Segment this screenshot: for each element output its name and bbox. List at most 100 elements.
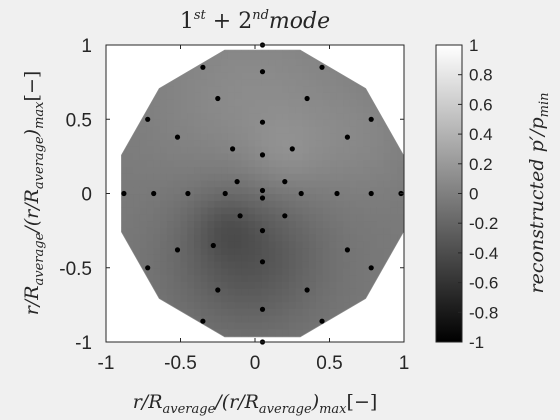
heatmap-cell	[234, 321, 243, 330]
heatmap-cell	[173, 112, 182, 120]
y-tick-label: -1	[75, 333, 92, 354]
heatmap-cell	[207, 166, 215, 174]
heatmap-cell	[146, 254, 155, 262]
heatmap-cell	[261, 281, 270, 289]
heatmap-cell	[336, 254, 344, 262]
heatmap-cell	[146, 119, 155, 127]
heatmap-cell	[214, 308, 222, 316]
heatmap-cell	[227, 294, 236, 303]
heatmap-cell	[248, 301, 256, 309]
heatmap-cell	[261, 200, 270, 208]
heatmap-cell	[227, 180, 236, 188]
heatmap-cell	[166, 166, 175, 174]
heatmap-cell	[121, 166, 127, 174]
heatmap-cell	[200, 247, 209, 255]
heatmap-cell	[146, 274, 155, 282]
heatmap-cell	[200, 213, 209, 222]
heatmap-cell	[275, 78, 283, 87]
heatmap-cell	[315, 247, 324, 255]
heatmap-cell	[126, 207, 134, 215]
heatmap-cell	[227, 240, 236, 249]
heatmap-cell	[397, 153, 404, 161]
heatmap-cell	[302, 281, 310, 289]
heatmap-cell	[329, 227, 337, 235]
heatmap-cell	[234, 58, 243, 66]
heatmap-cell	[241, 112, 249, 120]
heatmap-cell	[336, 166, 344, 174]
heatmap-cell	[166, 105, 175, 114]
heatmap-cell	[200, 240, 209, 249]
heatmap-cell	[227, 173, 236, 181]
heatmap-cell	[126, 146, 134, 154]
heatmap-cell	[221, 58, 229, 66]
heatmap-cell	[349, 92, 358, 100]
heatmap-cell	[187, 247, 195, 255]
heatmap-cell	[187, 180, 195, 188]
heatmap-cell	[221, 105, 229, 114]
heatmap-cell	[363, 146, 371, 154]
heatmap-cell	[248, 85, 256, 93]
heatmap-cell	[146, 186, 155, 195]
heatmap-cell	[255, 78, 263, 87]
heatmap-cell	[363, 267, 371, 276]
heatmap-cell	[315, 267, 324, 276]
heatmap-cell	[139, 220, 148, 228]
heatmap-cell	[200, 261, 209, 269]
heatmap-cell	[275, 227, 283, 235]
heatmap-cell	[302, 328, 310, 336]
heatmap-cell	[255, 301, 263, 309]
heatmap-cell	[200, 119, 209, 127]
heatmap-cell	[295, 112, 304, 120]
heatmap-cell	[343, 180, 351, 188]
heatmap-cell	[180, 193, 188, 201]
heatmap-cell	[166, 132, 175, 141]
heatmap-cell	[234, 173, 243, 181]
heatmap-cell	[207, 173, 215, 181]
heatmap-cell	[255, 335, 263, 337]
heatmap-cell	[221, 328, 229, 336]
heatmap-cell	[295, 267, 304, 276]
heatmap-cell	[268, 213, 276, 222]
heatmap-cell	[160, 234, 168, 242]
heatmap-cell	[356, 139, 364, 147]
heatmap-cell	[288, 281, 297, 289]
heatmap-cell	[200, 112, 209, 120]
heatmap-cell	[336, 72, 344, 80]
heatmap-cell	[241, 72, 249, 80]
heatmap-cell	[295, 78, 304, 87]
heatmap-cell	[302, 105, 310, 114]
heatmap-cell	[207, 105, 215, 114]
heatmap-cell	[194, 146, 202, 154]
heatmap-cell	[376, 166, 385, 174]
heatmap-cell	[160, 294, 168, 303]
heatmap-cell	[153, 173, 161, 181]
heatmap-cell	[200, 254, 209, 262]
heatmap-cell	[153, 139, 161, 147]
heatmap-cell	[288, 186, 297, 195]
heatmap-cell	[234, 234, 243, 242]
heatmap-cell	[187, 132, 195, 141]
heatmap-cell	[241, 200, 249, 208]
heatmap-cell	[268, 92, 276, 100]
heatmap-cell	[261, 153, 270, 161]
heatmap-cell	[302, 254, 310, 262]
heatmap-cell	[227, 301, 236, 309]
heatmap-cell	[282, 51, 290, 60]
heatmap-cell	[241, 105, 249, 114]
heatmap-cell	[255, 105, 263, 114]
heatmap-cell	[390, 234, 398, 242]
heatmap-cell	[336, 301, 344, 309]
heatmap-cell	[214, 51, 222, 60]
domain-outline	[121, 49, 404, 338]
heatmap-cell	[356, 200, 364, 208]
heatmap-cell	[390, 173, 398, 181]
heatmap-cell	[221, 153, 229, 161]
heatmap-cell	[261, 240, 270, 249]
heatmap-cell	[315, 227, 324, 235]
heatmap-cell	[139, 180, 148, 188]
heatmap-cell	[173, 173, 182, 181]
heatmap-cell	[173, 240, 182, 249]
heatmap-cell	[370, 139, 378, 147]
heatmap-cell	[214, 126, 222, 134]
heatmap-cell	[302, 261, 310, 269]
